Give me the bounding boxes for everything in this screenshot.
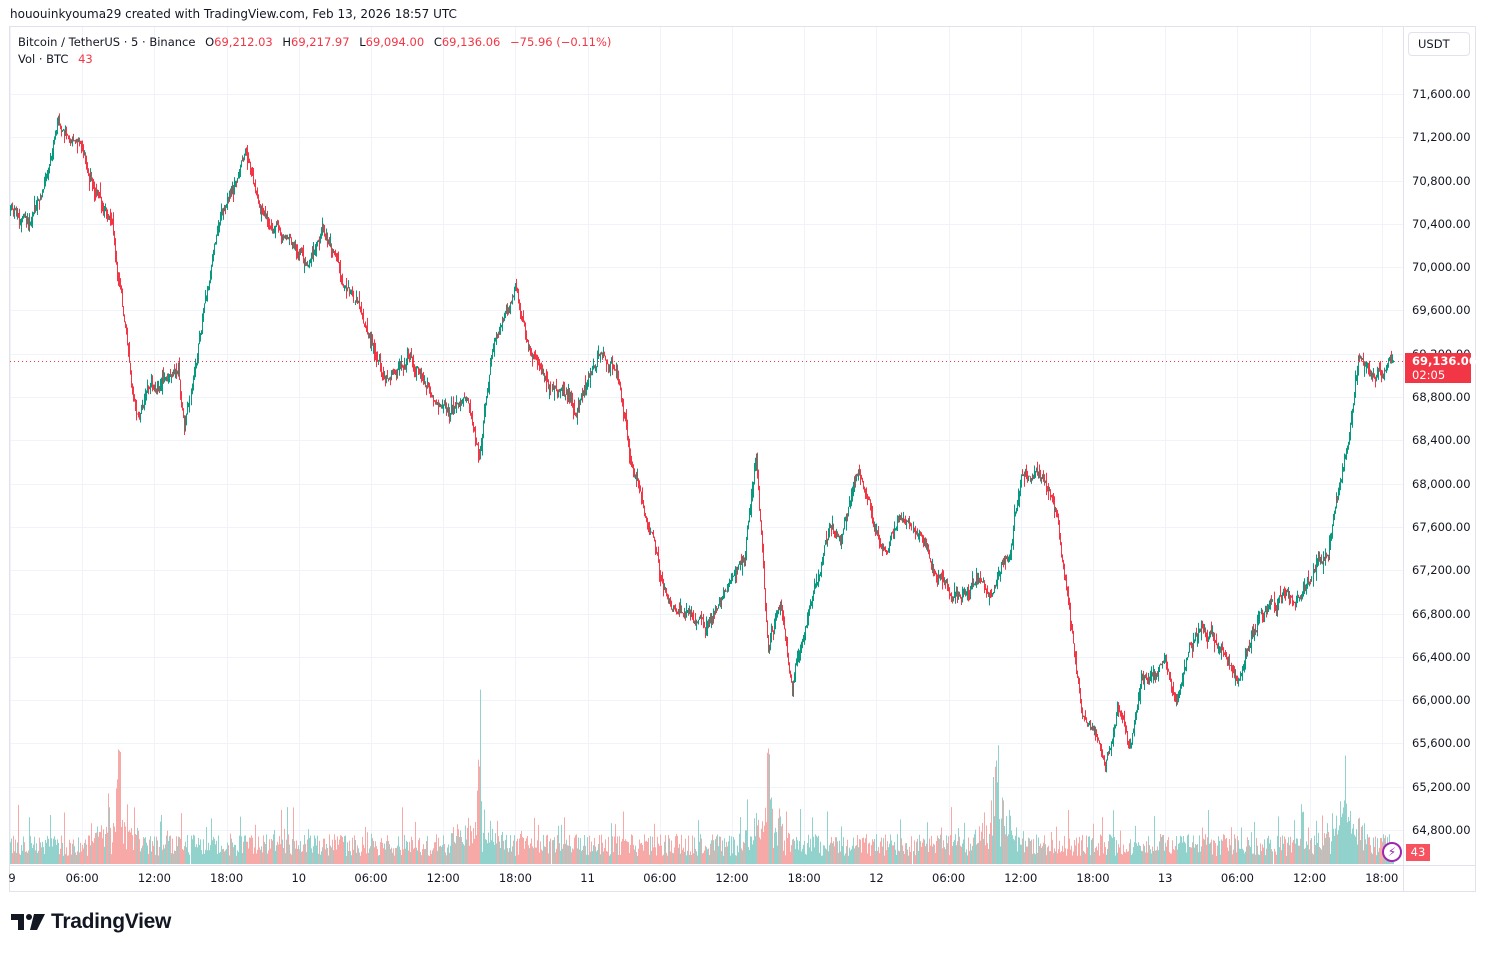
chart-legend: Bitcoin / TetherUS · 5 · Binance O69,212… [18,34,611,68]
time-tick: 18:00 [210,871,244,885]
time-tick: 18:00 [498,871,532,885]
price-tick: 64,800.00 [1412,823,1471,837]
price-tick: 67,600.00 [1412,519,1471,534]
volume-badge: 43 [1406,844,1430,861]
chart-frame[interactable] [9,26,1476,892]
time-tick: 9 [8,871,16,885]
time-tick: 11 [580,871,595,885]
time-tick: 12 [869,871,884,885]
time-tick: 18:00 [1076,871,1110,885]
volume-value: 43 [78,52,93,66]
time-tick: 13 [1157,871,1173,885]
change-value: −75.96 (−0.11%) [510,35,612,49]
price-tick: 67,200.00 [1412,563,1471,578]
time-tick: 12:00 [137,871,171,885]
time-tick: 06:00 [643,871,677,885]
time-tick: 12:00 [715,871,749,885]
price-tick: 66,400.00 [1412,649,1471,664]
brand-name: TradingView [51,910,172,933]
high-value: 69,217.97 [291,35,350,49]
tradingview-logo-icon [11,914,45,930]
price-tick: 68,000.00 [1412,476,1471,491]
open-value: 69,212.03 [214,35,273,49]
currency-unit-button[interactable]: USDT [1408,32,1470,56]
low-value: 69,094.00 [365,35,425,49]
time-tick: 12:00 [1004,871,1038,885]
lightning-icon[interactable]: ⚡ [1382,842,1402,862]
price-tick: 68,400.00 [1412,433,1471,448]
time-tick: 06:00 [354,871,388,885]
volume-row: Vol · BTC 43 [18,51,611,68]
price-tick: 70,000.00 [1412,260,1471,275]
time-tick: 06:00 [1220,871,1254,885]
time-tick: 06:00 [932,871,966,885]
time-tick: 12:00 [426,871,460,885]
price-tick: 65,200.00 [1412,779,1471,794]
symbol-title[interactable]: Bitcoin / TetherUS · 5 · Binance [18,35,196,49]
time-tick: 18:00 [1365,871,1399,885]
time-tick: 12:00 [1293,871,1327,885]
time-tick: 18:00 [787,871,821,885]
price-tick: 65,600.00 [1412,736,1471,751]
price-tick: 71,200.00 [1412,130,1471,145]
candle-countdown: 02:05 [1412,368,1446,382]
price-tick: 70,800.00 [1412,173,1471,188]
price-tick: 66,000.00 [1412,693,1471,708]
close-value: 69,136.06 [441,35,501,49]
ohlc-row: Bitcoin / TetherUS · 5 · Binance O69,212… [18,35,612,49]
price-tick: 68,800.00 [1412,390,1471,405]
time-tick: 10 [291,871,307,885]
chart-credit: hououinkyouma29 created with TradingView… [10,7,457,21]
current-price-value: 69,136.06 [1412,354,1477,368]
current-price-label: 69,136.06 02:05 [1405,353,1477,383]
price-tick: 66,800.00 [1412,606,1471,621]
volume-title[interactable]: Vol · BTC [18,52,69,66]
price-tick: 71,600.00 [1412,87,1471,101]
time-tick: 06:00 [65,871,99,885]
price-tick: 69,600.00 [1412,303,1471,318]
tradingview-logo[interactable]: TradingView [11,910,171,934]
price-tick: 70,400.00 [1412,216,1471,231]
